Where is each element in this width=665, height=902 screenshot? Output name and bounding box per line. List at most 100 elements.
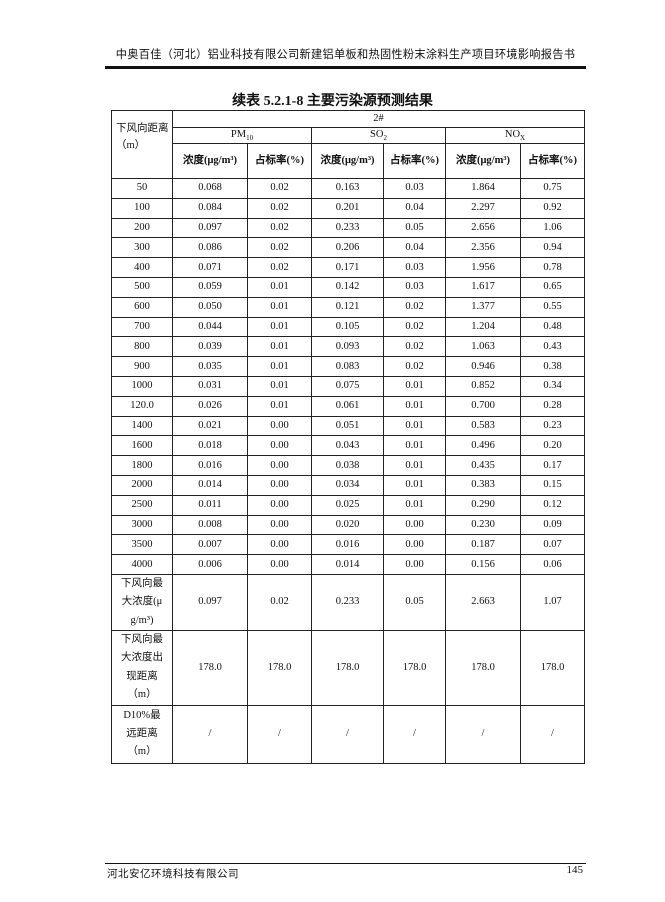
value-cell: 1.864: [445, 178, 521, 199]
value-cell: 0.006: [172, 554, 248, 575]
value-cell: 1.617: [445, 276, 521, 298]
value-cell: 0.01: [247, 375, 312, 397]
summary-value: /: [172, 704, 248, 764]
value-cell: 0.075: [311, 375, 384, 397]
summary-value: 178.0: [520, 630, 585, 706]
distance-cell: 100: [111, 197, 173, 219]
value-cell: 0.026: [172, 395, 248, 417]
pollutant-header: SO2: [311, 127, 446, 144]
summary-value: 0.02: [247, 573, 312, 632]
value-cell: 0.233: [311, 217, 384, 239]
value-cell: 0.02: [383, 336, 446, 358]
header-divider: [105, 66, 586, 69]
value-cell: 0.02: [247, 197, 312, 219]
value-cell: 0.02: [383, 296, 446, 318]
value-cell: 0.01: [383, 435, 446, 457]
value-cell: 0.093: [311, 336, 384, 358]
prediction-results-table: 下风向距离（m） 2# PM10 SO2 NOX 浓度(μg/m³) 占标率(%) 浓度…: [111, 110, 585, 764]
value-cell: 0.65: [520, 276, 585, 298]
sub-header: 浓度(μg/m³): [172, 143, 248, 179]
table-row: 1800 0.016 0.00 0.038 0.01 0.435 0.17: [111, 455, 585, 476]
value-cell: 0.03: [383, 178, 446, 199]
table-row: 1600 0.018 0.00 0.043 0.01 0.496 0.20: [111, 435, 585, 457]
value-cell: 0.068: [172, 178, 248, 199]
summary-row: D10%最 远距离 （m） / / / / / /: [111, 704, 585, 764]
value-cell: 0.171: [311, 257, 384, 278]
value-cell: 0.034: [311, 474, 384, 496]
value-cell: 1.956: [445, 257, 521, 278]
summary-value: /: [383, 704, 446, 764]
sub-header: 占标率(%): [520, 143, 585, 179]
summary-value: 2.663: [445, 573, 521, 632]
value-cell: 0.018: [172, 435, 248, 457]
value-cell: 0.01: [247, 316, 312, 338]
value-cell: 0.02: [383, 316, 446, 338]
value-cell: 0.206: [311, 237, 384, 259]
value-cell: 0.00: [247, 435, 312, 457]
value-cell: 0.01: [247, 276, 312, 298]
value-cell: 0.55: [520, 296, 585, 318]
value-cell: 0.03: [383, 276, 446, 298]
value-cell: 1.377: [445, 296, 521, 318]
value-cell: 0.01: [383, 395, 446, 417]
page-number: 145: [566, 864, 584, 876]
value-cell: 0.00: [247, 415, 312, 437]
pollutant-subscript: X: [520, 134, 526, 143]
value-cell: 0.48: [520, 316, 585, 338]
summary-label-line: 大浓度出: [121, 652, 163, 664]
distance-cell: 600: [111, 296, 173, 318]
value-cell: 0.01: [383, 375, 446, 397]
summary-label: D10%最远距离 （m）: [111, 704, 173, 764]
value-cell: 2.297: [445, 197, 521, 219]
value-cell: 0.051: [311, 415, 384, 437]
value-cell: 0.021: [172, 415, 248, 437]
pollutant-header: PM10: [172, 127, 312, 144]
value-cell: 0.02: [247, 178, 312, 199]
distance-cell: 3500: [111, 534, 173, 556]
table-row: 500 0.059 0.01 0.142 0.03 1.617 0.65: [111, 276, 585, 298]
page-header: 中奥百佳（河北）铝业科技有限公司新建铝单板和热固性粉末涂料生产项目环境影响报告书: [115, 49, 576, 61]
value-cell: 0.086: [172, 237, 248, 259]
summary-value: 0.233: [311, 573, 384, 632]
value-cell: 0.00: [247, 514, 312, 536]
summary-label: 下风向最 大浓度出 现距离 （m）: [111, 630, 173, 706]
summary-value: 178.0: [383, 630, 446, 706]
distance-cell: 800: [111, 336, 173, 358]
summary-value: 1.07: [520, 573, 585, 632]
value-cell: 0.061: [311, 395, 384, 417]
value-cell: 0.044: [172, 316, 248, 338]
table-row: 700 0.044 0.01 0.105 0.02 1.204 0.48: [111, 316, 585, 338]
value-cell: 0.07: [520, 534, 585, 556]
value-cell: 0.04: [383, 237, 446, 259]
value-cell: 0.04: [383, 197, 446, 219]
value-cell: 0.008: [172, 514, 248, 536]
summary-label-line: 远距离: [126, 727, 158, 739]
table-row: 400 0.071 0.02 0.171 0.03 1.956 0.78: [111, 257, 585, 278]
distance-cell: 500: [111, 276, 173, 298]
distance-cell: 400: [111, 257, 173, 278]
value-cell: 0.00: [383, 534, 446, 556]
pollutant-name: SO: [370, 128, 384, 140]
summary-row: 下风向最 大浓度出 现距离 （m） 178.0 178.0 178.0 178.0 178.0 1…: [111, 630, 585, 706]
table-row: 600 0.050 0.01 0.121 0.02 1.377 0.55: [111, 296, 585, 318]
table-row: 2500 0.011 0.00 0.025 0.01 0.290 0.12: [111, 494, 585, 516]
table-row: 4000 0.006 0.00 0.014 0.00 0.156 0.06: [111, 554, 585, 575]
table-row: 1400 0.021 0.00 0.051 0.01 0.583 0.23: [111, 415, 585, 437]
sub-header: 占标率(%): [247, 143, 312, 179]
summary-label-text: 下风向最大浓度(μg/m³): [121, 577, 163, 626]
value-cell: 0.083: [311, 356, 384, 377]
footer-company: 河北安亿环境科技有限公司: [107, 869, 239, 880]
summary-label-line: （m）: [127, 746, 157, 758]
table-row: 100 0.084 0.02 0.201 0.04 2.297 0.92: [111, 197, 585, 219]
value-cell: 0.016: [311, 534, 384, 556]
value-cell: 0.043: [311, 435, 384, 457]
summary-label-line: D10%最: [123, 709, 161, 721]
value-cell: 2.356: [445, 237, 521, 259]
summary-value: 178.0: [445, 630, 521, 706]
pollutant-subscript: 10: [246, 134, 254, 143]
value-cell: 0.03: [383, 257, 446, 278]
value-cell: 0.01: [383, 474, 446, 496]
value-cell: 0.01: [383, 494, 446, 516]
row-header-distance: 下风向距离（m）: [111, 110, 173, 179]
value-cell: 0.01: [247, 336, 312, 358]
